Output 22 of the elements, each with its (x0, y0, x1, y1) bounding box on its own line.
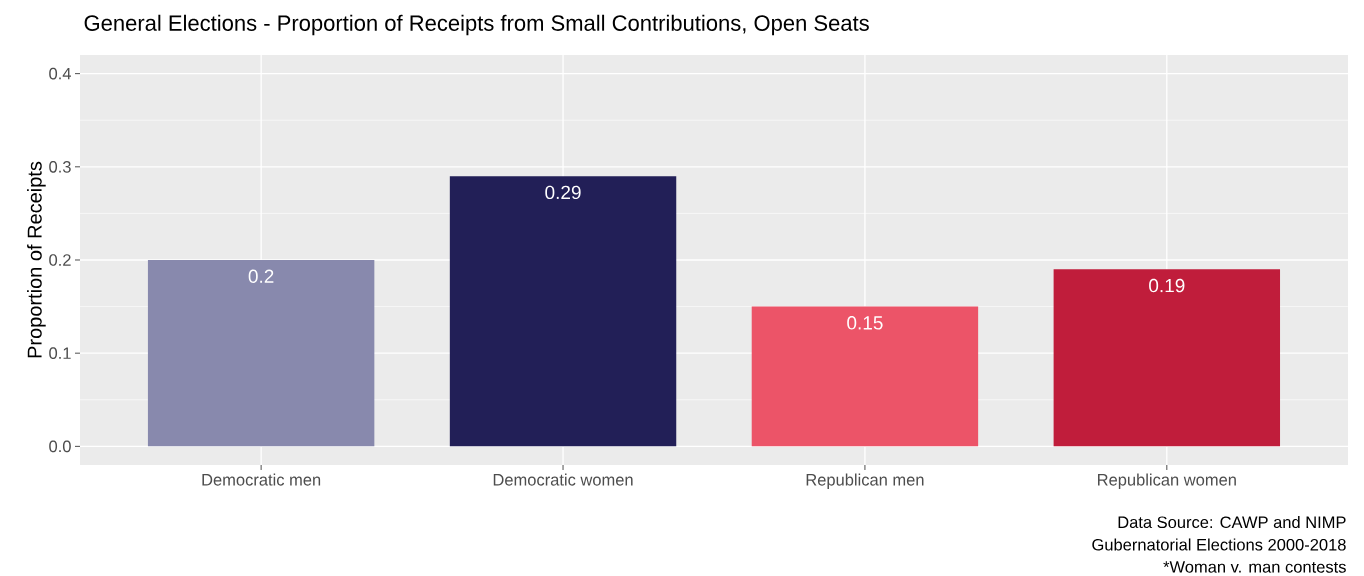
text: *Woman v. man contests (1163, 561, 1346, 573)
x-tick-label: Democratic men (202, 473, 321, 486)
chart-title: General Elections - Proportion of Receipts from Small Contributions, Open Seats (84, 14, 869, 36)
data-label: 0.2 (248, 269, 274, 283)
source-note: Data Source: CAWP and NIMP (1118, 515, 1346, 529)
bar (751, 306, 979, 447)
bar (147, 259, 375, 447)
text: Gubernatorial Elections 2000-2018 (1092, 538, 1346, 551)
y-tick-label: 0.1 (49, 347, 71, 359)
x-tick-label: Republican men (806, 473, 924, 489)
bar (1053, 269, 1281, 447)
bar (449, 176, 677, 447)
data-label: 0.19 (1149, 278, 1185, 293)
y-tick-label: 0.4 (49, 67, 71, 80)
x-tick-label: Republican women (1098, 473, 1236, 489)
data-label: 0.29 (545, 185, 581, 200)
data-label: 0.15 (847, 316, 883, 330)
y-axis-title: Proportion of Receipts (27, 161, 46, 358)
y-tick-label: 0.3 (49, 160, 71, 173)
y-tick-label: 0.0 (49, 440, 71, 453)
y-tick-label: 0.2 (49, 254, 71, 266)
x-tick-label: Democratic women (493, 473, 633, 486)
